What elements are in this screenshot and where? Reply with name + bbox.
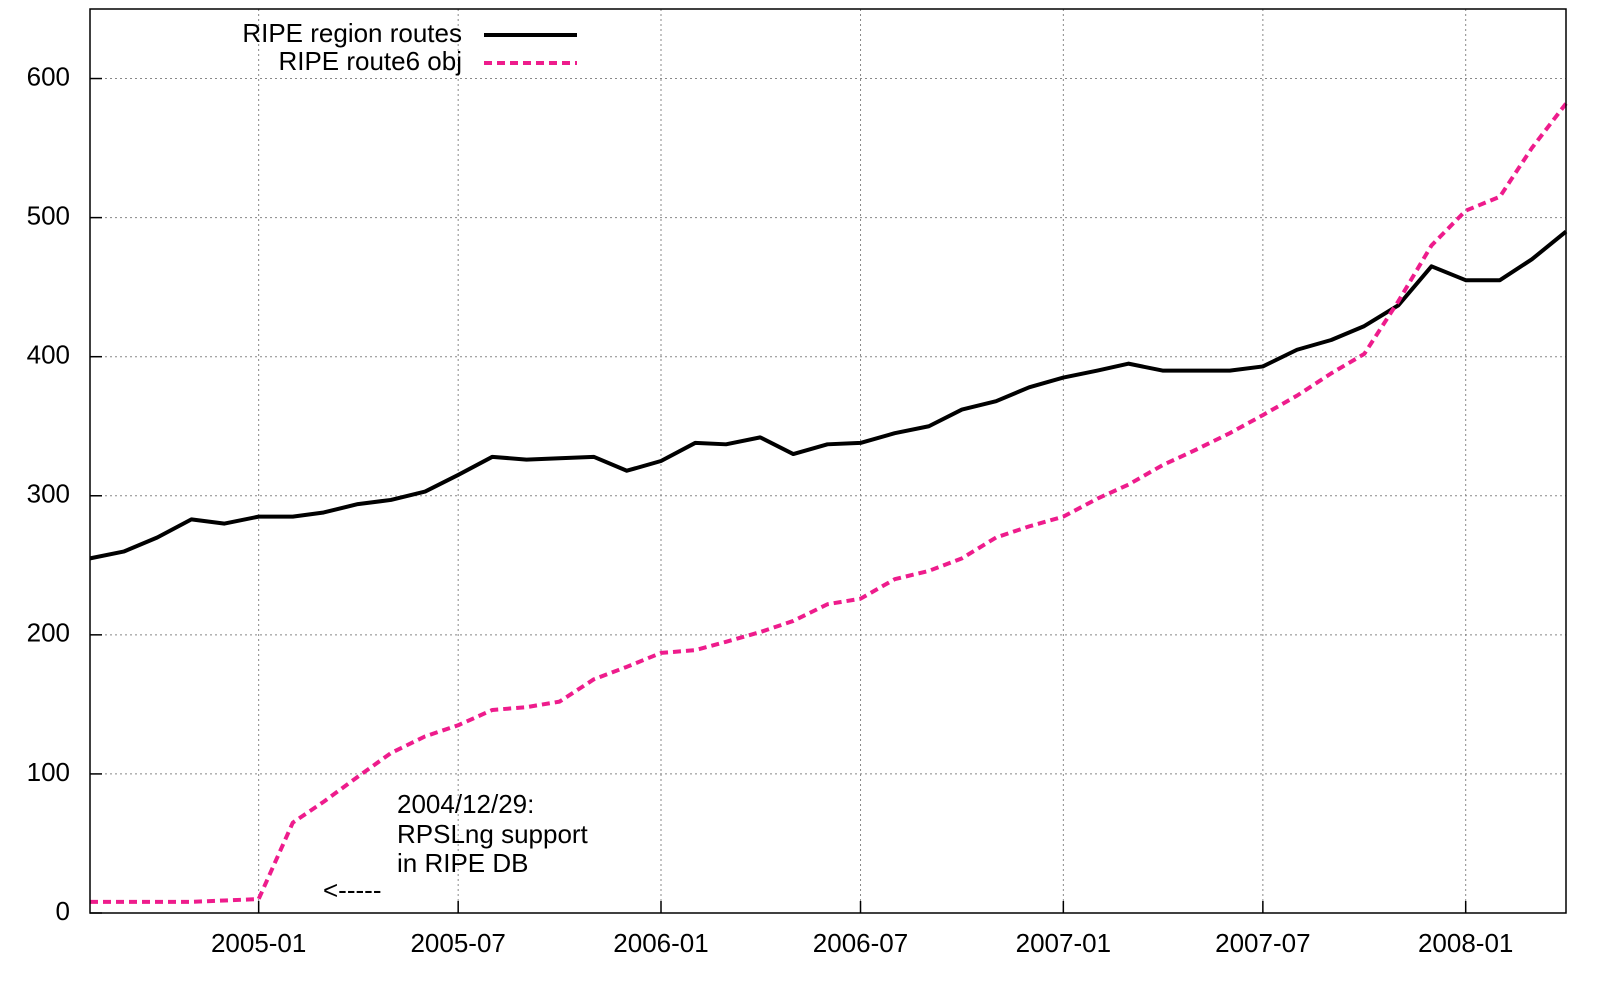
y-tick-label: 100 <box>27 757 70 787</box>
y-tick-label: 400 <box>27 340 70 370</box>
x-tick-label: 2007-01 <box>1016 928 1111 958</box>
y-tick-label: 0 <box>56 896 70 926</box>
y-tick-label: 300 <box>27 479 70 509</box>
annotation: RPSLng support <box>397 819 589 849</box>
annotation: 2004/12/29: <box>397 789 534 819</box>
y-tick-label: 600 <box>27 61 70 91</box>
legend-label: RIPE route6 obj <box>278 46 462 76</box>
series-line <box>89 229 1568 561</box>
x-tick-label: 2007-07 <box>1215 928 1310 958</box>
x-tick-label: 2006-07 <box>813 928 908 958</box>
plot-frame <box>89 8 1567 914</box>
x-tick-label: 2005-07 <box>410 928 505 958</box>
series-line <box>90 102 1568 904</box>
annotation: in RIPE DB <box>397 848 529 878</box>
x-tick-label: 2006-01 <box>613 928 708 958</box>
x-tick-label: 2008-01 <box>1418 928 1513 958</box>
y-tick-label: 200 <box>27 618 70 648</box>
annotation: <----- <box>323 875 381 905</box>
x-tick-label: 2005-01 <box>211 928 306 958</box>
y-tick-label: 500 <box>27 200 70 230</box>
legend-label: RIPE region routes <box>242 18 462 48</box>
